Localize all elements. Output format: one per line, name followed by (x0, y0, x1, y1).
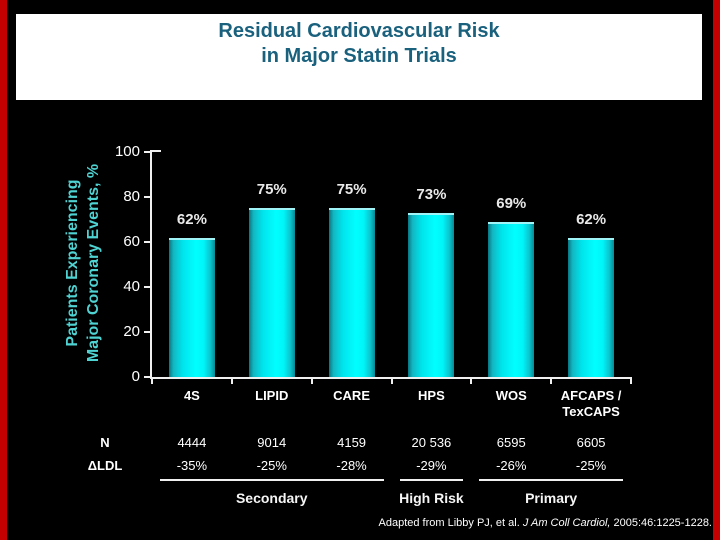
group-label: Primary (525, 490, 578, 506)
y-axis-line (150, 150, 152, 379)
citation-pages: 2005:46:1225-1228. (610, 517, 713, 529)
title-box: Residual Cardiovascular Risk in Major St… (16, 14, 702, 100)
group-label: Secondary (235, 490, 308, 506)
group-line (399, 479, 464, 481)
group-line (160, 479, 384, 481)
x-tick (230, 379, 233, 384)
bar-value-label: 62% (576, 210, 607, 228)
n-value: 20 536 (411, 435, 452, 450)
bar (488, 221, 535, 377)
bar (328, 208, 375, 377)
y-tick (144, 331, 152, 333)
slide-title: Residual Cardiovascular Risk in Major St… (16, 14, 702, 69)
x-tick (550, 379, 553, 384)
category-label: LIPID (255, 388, 289, 403)
category-label: CARE (333, 388, 370, 403)
citation-journal: J Am Coll Cardiol, (522, 517, 611, 529)
bar (568, 237, 615, 377)
ldl-value: -25% (256, 458, 287, 473)
ldl-value: -26% (496, 458, 527, 473)
category-label: WOS (495, 388, 527, 403)
y-tick-label: 40 (123, 278, 140, 295)
x-tick (310, 379, 313, 384)
slide-title-line1: Residual Cardiovascular Risk (218, 20, 500, 42)
n-row-label: N (100, 435, 110, 450)
category-label: 4S (183, 388, 200, 403)
bar (408, 212, 455, 377)
citation-prefix: Adapted from Libby PJ, et al. (378, 517, 523, 529)
category-label: AFCAPS / TexCAPS (560, 388, 622, 419)
n-value: 4444 (177, 435, 207, 450)
n-value: 9014 (257, 435, 287, 450)
category-label: HPS (418, 388, 445, 403)
ldl-value: -29% (416, 458, 447, 473)
ldl-value: -25% (575, 458, 607, 473)
ldl-value: -35% (176, 458, 208, 473)
y-tick (144, 241, 152, 243)
x-tick (390, 379, 393, 384)
x-axis-line (150, 377, 632, 379)
y-tick-label: 0 (131, 368, 140, 385)
x-tick (470, 379, 473, 384)
slide-title-line2: in Major Statin Trials (261, 45, 457, 67)
left-red-border (0, 0, 7, 540)
y-tick-label: 100 (114, 143, 140, 160)
bar (248, 208, 295, 377)
delta-ldl-row-label: ΔLDL (87, 458, 123, 473)
y-tick (144, 151, 152, 153)
bar-value-label: 73% (416, 185, 447, 203)
x-tick (630, 379, 632, 384)
n-value: 6595 (496, 435, 526, 450)
right-red-border (713, 0, 720, 540)
n-value: 6605 (576, 435, 606, 450)
y-tick-label: 20 (123, 323, 140, 340)
bar-value-label: 69% (496, 194, 527, 212)
bar-value-label: 75% (336, 181, 367, 199)
ldl-value: -28% (336, 458, 367, 473)
bar-value-label: 62% (176, 210, 207, 228)
group-label: High Risk (399, 490, 464, 506)
y-tick-label: 60 (123, 233, 140, 250)
x-tick (151, 379, 153, 384)
group-line (479, 479, 623, 481)
y-tick (144, 376, 152, 378)
y-tick-label: 80 (123, 188, 140, 205)
source-citation: Adapted from Libby PJ, et al. J Am Coll … (379, 517, 712, 529)
bar (168, 237, 215, 377)
y-tick (144, 196, 152, 198)
y-axis-top-tick (152, 150, 161, 152)
bar-value-label: 75% (256, 181, 287, 199)
n-value: 4159 (337, 435, 367, 450)
y-tick (144, 286, 152, 288)
